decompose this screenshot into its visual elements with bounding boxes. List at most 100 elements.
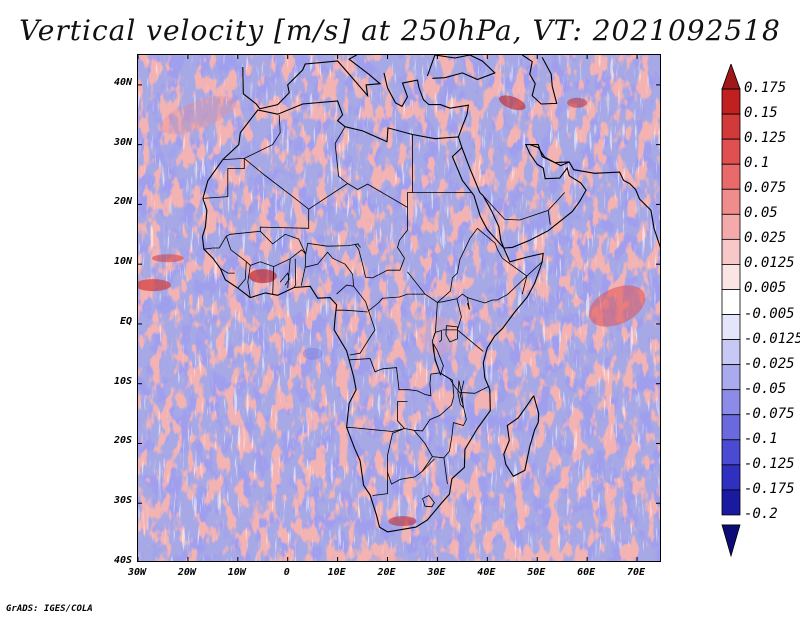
field-feature [248,269,277,284]
colorbar-swatch [721,524,741,558]
lake-outline [357,243,361,248]
country-border [547,210,551,225]
country-border [220,268,235,274]
lake-outline [433,343,444,376]
colorbar-label: 0.175 [744,80,787,97]
field-feature [302,347,323,360]
persian-gulf-iran-outline [529,144,570,167]
lat-tick-label: EQ [119,315,132,327]
lake-outline [445,325,458,343]
lake-outline [279,272,290,286]
country-border [237,261,247,289]
map-plot [137,54,661,562]
field-feature [159,95,236,134]
country-border [349,310,376,356]
lake-outline [457,380,464,409]
madagascar-outline [503,395,540,478]
country-border [353,286,425,312]
colorbar-swatch [721,439,741,466]
lon-tick-label: 60E [577,567,596,578]
country-border [442,329,484,352]
caspian-outline [521,55,558,105]
colorbar-label: -0.0125 [744,330,800,347]
lat-tick-label: 40N [113,76,132,88]
colorbar-swatch [721,314,741,340]
colorbar-swatch [721,489,741,516]
credit-text: GrADS: IGES/COLA [6,604,93,614]
colorbar-label: -0.1 [744,430,778,447]
field-feature [567,97,588,108]
country-border [349,302,441,397]
country-border [334,126,346,144]
lon-tick-label: 10W [227,567,246,578]
field-feature [588,285,646,327]
country-border [305,251,355,295]
feature-layer [138,95,646,561]
colorbar-label: 0.005 [744,280,787,297]
lat-tick-label: 30N [113,136,132,148]
country-border [247,265,251,298]
country-border [422,495,435,508]
colorbar-swatch [721,163,741,190]
colorbar-label: 0.05 [744,205,778,222]
lon-tick-label: 40E [477,567,496,578]
country-border [443,380,467,485]
black-sea-outline [426,55,496,81]
country-border [203,235,227,250]
colorbar-label: -0.025 [744,355,795,372]
streak-field [138,55,660,561]
colorbar-swatch [721,464,741,491]
country-border [287,258,291,289]
colorbar-swatch [721,64,741,90]
colorbar-label: 0.125 [744,130,787,147]
country-border [387,456,433,485]
arabia-outline [461,144,660,249]
field-feature [138,279,171,292]
colorbar-swatch [721,339,741,366]
velocity-field-map [138,55,660,561]
lake-outline [467,296,470,310]
mediterranean-north-outline [242,55,382,110]
country-border [226,158,310,237]
field-feature [498,95,526,111]
country-border [346,426,405,496]
colorbar-label: -0.125 [744,455,795,472]
lat-tick-label: 40S [113,555,132,566]
colorbar-label: -0.2 [744,505,778,522]
colorbar-label: 0.0125 [744,255,795,272]
country-border [244,114,281,159]
lake-outline [433,332,436,338]
country-border [334,143,348,184]
tick-marks [138,55,660,561]
country-border [521,261,543,295]
field-feature [151,254,184,263]
lon-tick-label: 0 [283,567,290,578]
lat-tick-label: 30S [113,495,132,507]
country-border [397,372,455,432]
chart-title: Vertical velocity [m/s] at 250hPa, VT: 2… [19,14,781,47]
lon-tick-label: 20E [377,567,396,578]
lat-tick-label: 10S [113,375,132,387]
colorbar-label: -0.05 [744,380,787,397]
colorbar-label: -0.075 [744,405,795,422]
country-border [354,243,405,279]
lat-tick-label: 20S [113,435,132,447]
country-border [407,134,413,208]
country-border [272,266,275,295]
colorbar-label: 0.15 [744,105,778,122]
colorbar-swatch [721,389,741,416]
country-border [260,231,359,256]
field-feature [419,315,456,356]
country-border [435,329,442,343]
colorbar-label: 0.025 [744,230,787,247]
lon-tick-label: 30W [127,567,147,578]
country-border [456,298,462,331]
field-feature [388,516,417,527]
coastlines [201,55,660,533]
lon-tick-label: 70E [627,567,646,578]
lon-tick-label: 50E [527,567,546,578]
lat-tick-label: 10N [113,256,132,268]
colorbar-swatch [721,364,741,391]
colorbar-swatch [721,138,741,165]
country-border [293,258,297,288]
